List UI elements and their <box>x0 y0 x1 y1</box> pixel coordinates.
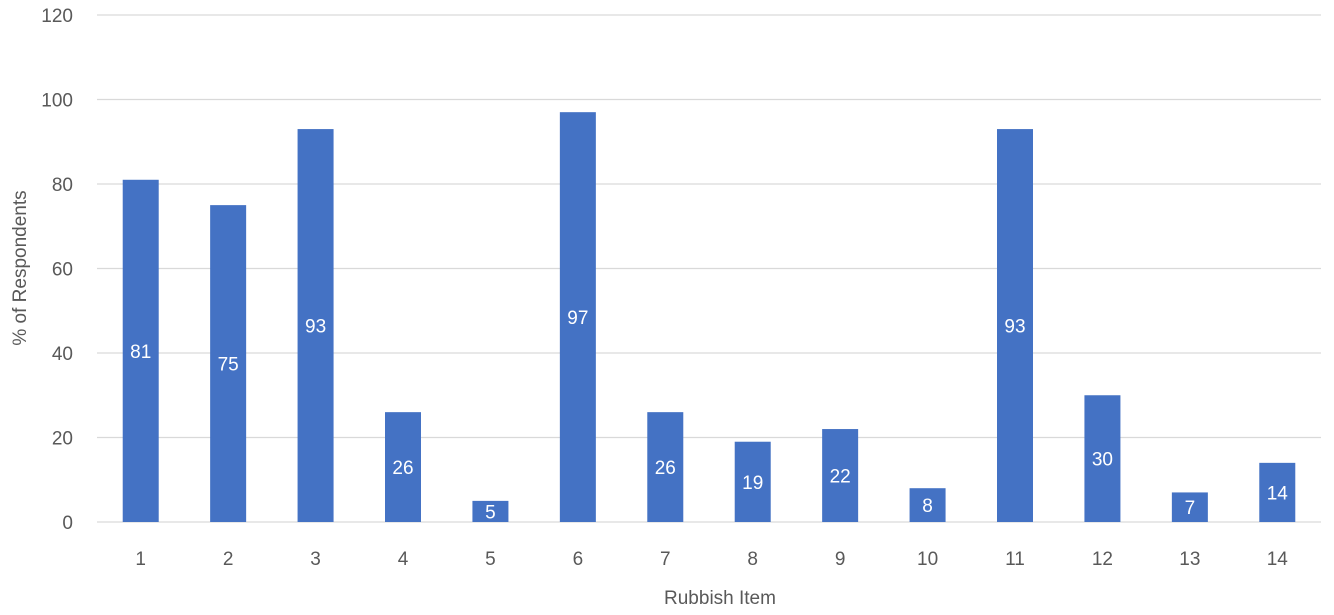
data-label: 22 <box>830 467 851 488</box>
bar <box>1171 492 1208 522</box>
bar <box>822 429 859 522</box>
x-tick-label: 5 <box>485 549 496 570</box>
x-tick-label: 10 <box>917 549 938 570</box>
bar <box>210 205 247 522</box>
data-label: 5 <box>485 502 496 523</box>
data-label: 19 <box>742 473 763 494</box>
x-axis-ticks: 1 2 3 4 5 6 7 8 9 10 11 12 13 14 <box>135 549 1288 570</box>
x-tick-label: 2 <box>223 549 234 570</box>
data-label: 75 <box>218 355 239 376</box>
x-tick-label: 3 <box>310 549 321 570</box>
bar <box>297 129 334 522</box>
bar <box>559 112 596 523</box>
y-axis-title: % of Respondents <box>10 190 31 345</box>
data-label: 14 <box>1267 483 1289 504</box>
data-labels: 81 75 93 26 5 97 26 19 22 8 93 30 7 14 <box>130 308 1288 523</box>
bar <box>647 412 684 522</box>
data-label: 30 <box>1092 450 1113 471</box>
x-tick-label: 12 <box>1092 549 1113 570</box>
x-tick-label: 9 <box>835 549 846 570</box>
bar <box>1259 462 1296 522</box>
bar <box>1084 395 1121 522</box>
y-tick-label: 20 <box>52 429 73 450</box>
data-label: 8 <box>922 496 933 517</box>
y-tick-label: 80 <box>52 175 73 196</box>
x-tick-label: 11 <box>1005 549 1025 570</box>
x-tick-label: 14 <box>1267 549 1289 570</box>
y-tick-label: 40 <box>52 344 73 365</box>
y-tick-label: 120 <box>41 6 73 27</box>
bar <box>734 441 771 522</box>
x-tick-label: 7 <box>660 549 671 570</box>
data-label: 93 <box>305 317 326 338</box>
data-label: 93 <box>1004 317 1025 338</box>
x-tick-label: 4 <box>398 549 409 570</box>
y-tick-label: 60 <box>52 260 73 281</box>
data-label: 7 <box>1185 498 1196 519</box>
y-tick-label: 100 <box>41 91 73 112</box>
bar <box>472 500 509 522</box>
x-tick-label: 6 <box>573 549 584 570</box>
bar <box>997 129 1033 522</box>
y-axis-ticks: 0 20 40 60 80 100 120 <box>41 6 73 534</box>
bars <box>122 112 1296 523</box>
data-label: 26 <box>655 458 676 479</box>
gridlines <box>97 14 1321 523</box>
x-tick-label: 13 <box>1179 549 1200 570</box>
bar <box>909 488 946 522</box>
data-label: 97 <box>567 308 588 329</box>
data-label: 26 <box>392 458 413 479</box>
y-tick-label: 0 <box>62 513 73 534</box>
x-tick-label: 1 <box>135 549 146 570</box>
x-axis-title: Rubbish Item <box>664 588 776 609</box>
x-tick-label: 8 <box>747 549 758 570</box>
data-label: 81 <box>130 342 151 363</box>
bar <box>385 412 421 522</box>
bar <box>122 179 159 522</box>
